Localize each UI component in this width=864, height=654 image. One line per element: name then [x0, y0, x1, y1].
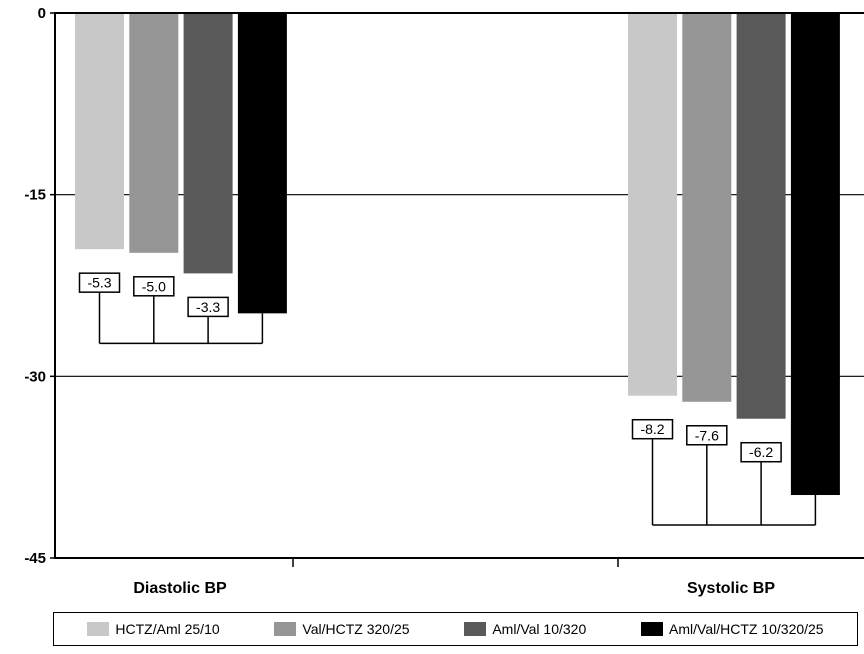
legend-label: Val/HCTZ 320/25 — [302, 621, 410, 637]
difference-label: -3.3 — [196, 299, 220, 315]
category-label: Diastolic BP — [133, 580, 227, 597]
difference-label: -8.2 — [640, 421, 664, 437]
legend-label: HCTZ/Aml 25/10 — [115, 621, 220, 637]
difference-label: -5.3 — [87, 275, 111, 291]
difference-box — [78, 272, 121, 293]
bar — [75, 13, 124, 250]
difference-box — [740, 441, 782, 463]
difference-label: -7.6 — [695, 427, 719, 443]
legend: HCTZ/Aml 25/10 Val/HCTZ 320/25 Aml/Val 10/… — [53, 612, 858, 646]
difference-box — [133, 276, 175, 297]
category-label: Systolic BP — [687, 580, 775, 597]
difference-box — [631, 418, 674, 440]
legend-swatch — [274, 622, 297, 636]
y-tick-label: -30 — [24, 368, 46, 385]
y-tick-label: 0 — [38, 5, 46, 22]
legend-swatch — [87, 622, 110, 636]
bar — [628, 13, 677, 396]
difference-label: -6.2 — [749, 444, 773, 460]
bar — [183, 13, 233, 274]
legend-label: Aml/Val/HCTZ 10/320/25 — [669, 621, 824, 637]
legend-item: Aml/Val 10/320 — [464, 621, 586, 637]
legend-item: Aml/Val/HCTZ 10/320/25 — [641, 621, 824, 637]
bar — [736, 13, 786, 419]
legend-swatch — [464, 622, 487, 636]
difference-box — [686, 425, 728, 446]
y-tick-label: -15 — [24, 187, 46, 204]
legend-item: Val/HCTZ 320/25 — [274, 621, 410, 637]
chart: 0 -15 -30 -45 Diastolic BP Systolic BP -5.3 -5.… — [24, 5, 864, 597]
bar — [682, 13, 732, 402]
bar — [237, 13, 287, 314]
legend-item: HCTZ/Aml 25/10 — [87, 621, 220, 637]
bar — [790, 13, 840, 496]
bar — [129, 13, 179, 253]
y-tick-label: -45 — [24, 550, 46, 567]
legend-swatch — [641, 622, 664, 636]
legend-label: Aml/Val 10/320 — [492, 621, 587, 637]
difference-label: -5.0 — [142, 278, 166, 294]
difference-box — [187, 296, 229, 318]
